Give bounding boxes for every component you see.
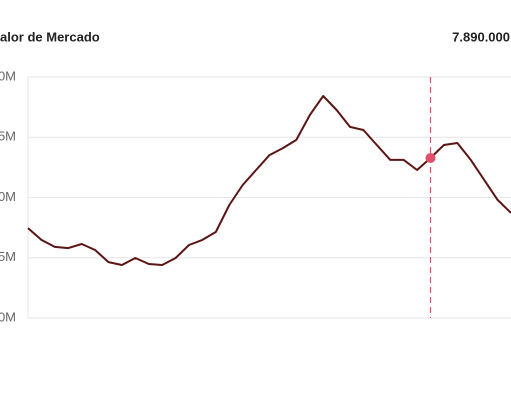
chart-title: alor de Mercado xyxy=(0,29,100,44)
y-tick-label: 0M xyxy=(0,309,16,324)
y-tick-label: 5M xyxy=(0,249,16,264)
y-tick-label: 5M xyxy=(0,129,16,144)
hover-dot xyxy=(425,152,436,163)
y-tick-label: 0M xyxy=(0,189,16,204)
header-value: 7.890.000 xyxy=(452,29,510,44)
line xyxy=(27,95,511,266)
y-tick-label: 0M xyxy=(0,68,16,83)
